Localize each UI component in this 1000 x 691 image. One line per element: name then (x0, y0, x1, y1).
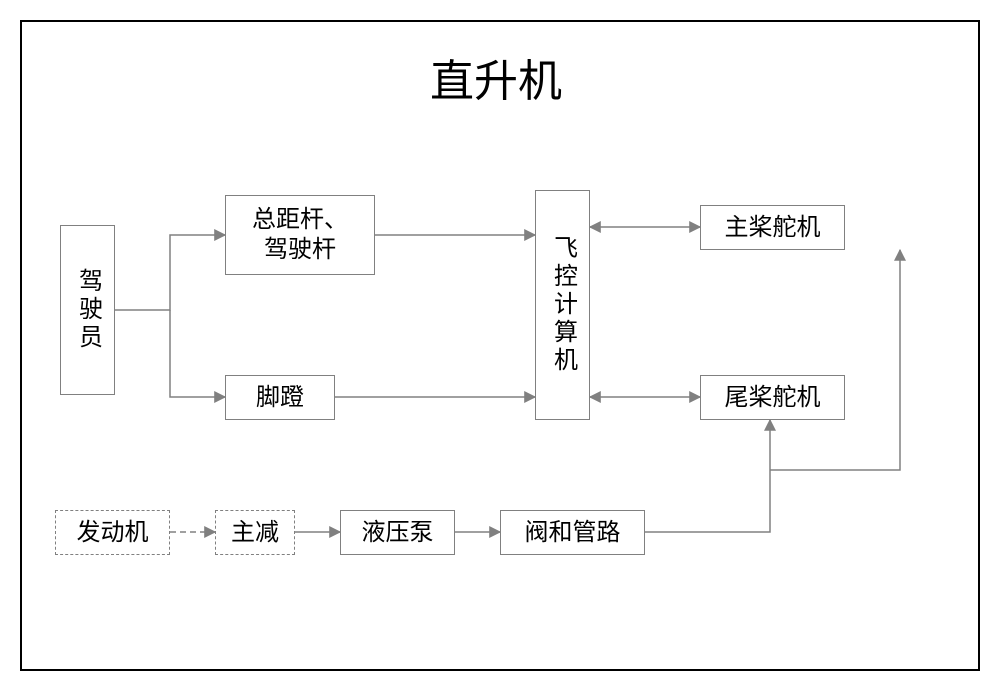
outer-frame (20, 20, 980, 671)
diagram-title: 直升机 (430, 45, 562, 109)
diagram-canvas: 直升机 驾驶员 总距杆、驾驶杆脚蹬 飞控计算机 主桨舵机尾桨舵机发动机主减液压泵阀和管… (0, 0, 1000, 691)
node-pilot: 驾驶员 (60, 225, 115, 395)
node-fcc: 飞控计算机 (535, 190, 590, 420)
node-main_gearbox: 主减 (215, 510, 295, 555)
node-pedals: 脚蹬 (225, 375, 335, 420)
node-hyd_pump: 液压泵 (340, 510, 455, 555)
node-main_servo: 主桨舵机 (700, 205, 845, 250)
node-engine: 发动机 (55, 510, 170, 555)
node-collective: 总距杆、驾驶杆 (225, 195, 375, 275)
node-valves: 阀和管路 (500, 510, 645, 555)
node-tail_servo: 尾桨舵机 (700, 375, 845, 420)
